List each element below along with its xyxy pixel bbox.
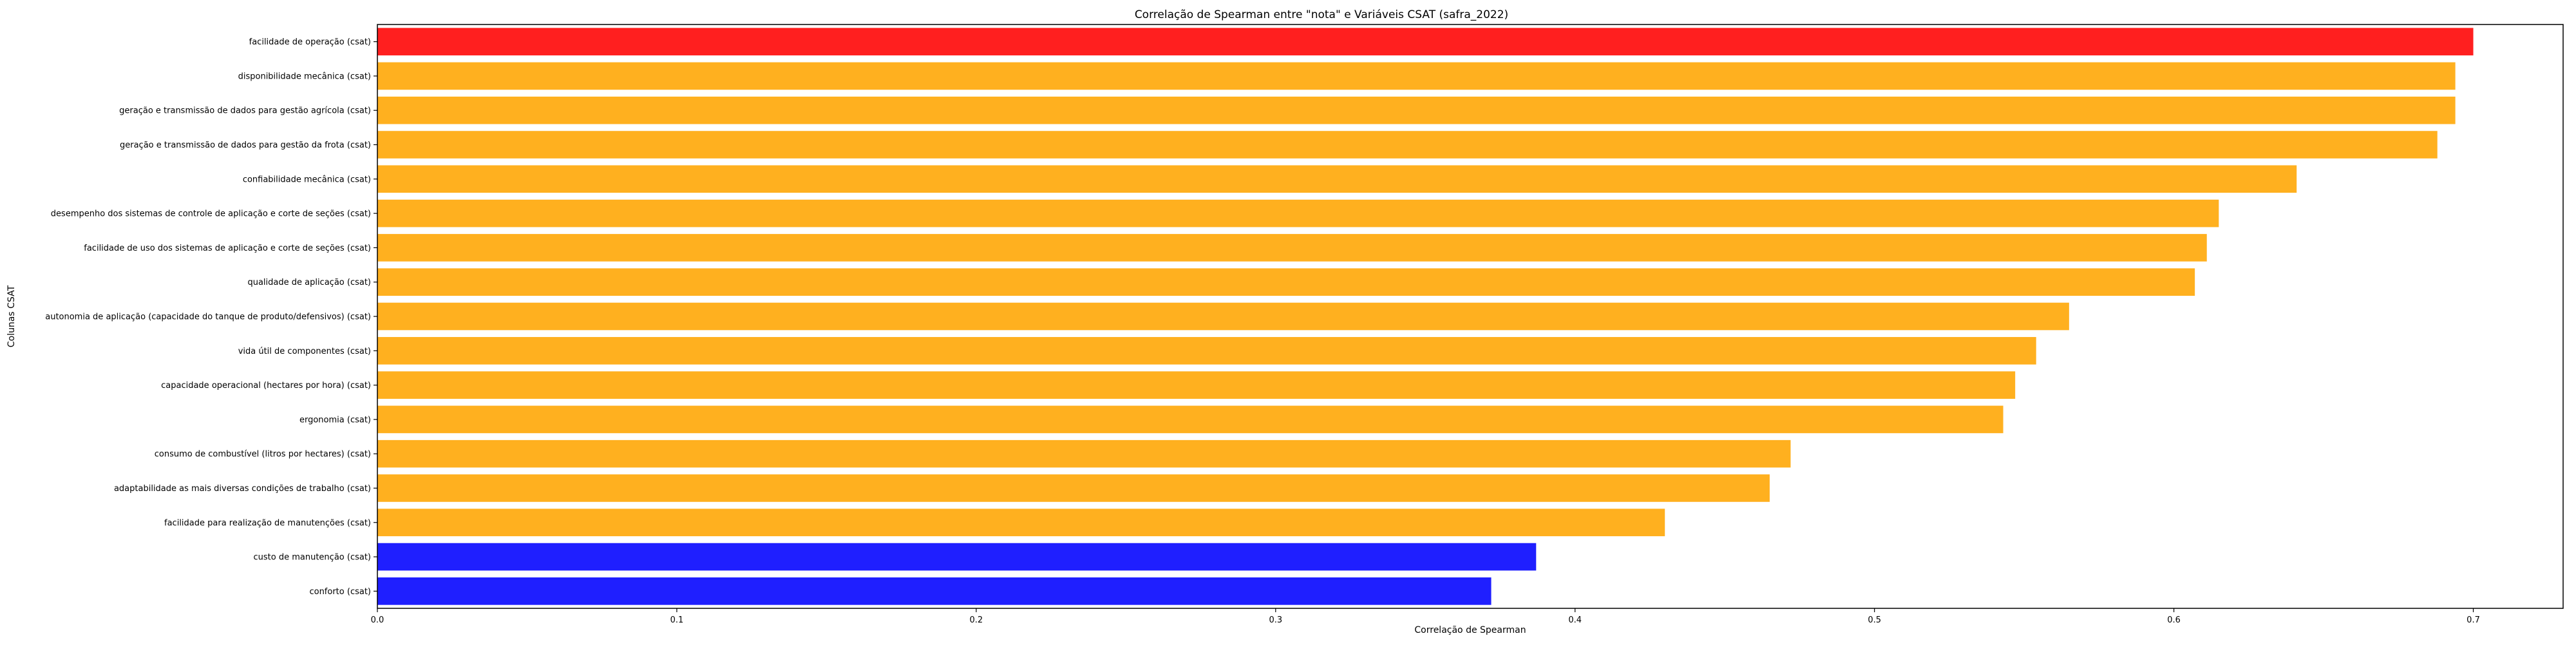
x-tick-label: 0.2 [970, 615, 983, 625]
bar [377, 268, 2195, 296]
bar [377, 234, 2207, 262]
y-tick-label: disponibilidade mecânica (csat) [238, 72, 371, 81]
y-tick-label: custo de manutenção (csat) [254, 553, 372, 563]
bar [377, 28, 2474, 55]
x-tick-label: 0.0 [371, 615, 384, 625]
y-tick-label: conforto (csat) [309, 587, 371, 597]
x-axis-ticks: 0.0 0.1 0.2 0.3 0.4 0.5 0.6 0.7 [371, 608, 2480, 625]
y-tick-label: autonomia de aplicação (capacidade do ta… [45, 313, 371, 322]
x-tick-label: 0.7 [2467, 615, 2480, 625]
bar [377, 302, 2069, 331]
bar [377, 131, 2438, 159]
bar [377, 62, 2456, 90]
y-tick-label: vida útil de componentes (csat) [238, 347, 371, 356]
bar [377, 543, 1537, 571]
bar [377, 577, 1492, 605]
y-tick-label: desempenho dos sistemas de controle de a… [51, 209, 371, 219]
y-tick-label: confiabilidade mecânica (csat) [243, 175, 371, 184]
x-axis-label: Correlação de Spearman [1414, 625, 1526, 635]
y-tick-label: geração e transmissão de dados para gest… [120, 140, 371, 150]
bar [377, 96, 2456, 124]
y-tick-label: facilidade para realização de manutençõe… [164, 518, 371, 528]
bars-layer [377, 28, 2474, 605]
y-axis-label: Colunas CSAT [6, 285, 17, 347]
bar [377, 199, 2219, 227]
bar [377, 405, 2003, 434]
chart-title: Correlação de Spearman entre "nota" e Va… [1135, 8, 1508, 21]
y-tick-label: facilidade de uso dos sistemas de aplica… [84, 244, 371, 253]
y-tick-label: ergonomia (csat) [299, 415, 371, 425]
y-tick-label: capacidade operacional (hectares por hor… [161, 381, 371, 391]
y-tick-label: adaptabilidade as mais diversas condiçõe… [114, 484, 371, 494]
bar [377, 439, 1791, 468]
y-tick-label: geração e transmissão de dados para gest… [119, 106, 371, 116]
x-tick-label: 0.5 [1868, 615, 1881, 625]
plot-frame [377, 24, 2564, 609]
bar [377, 336, 2036, 365]
x-tick-label: 0.4 [1568, 615, 1582, 625]
y-tick-label: consumo de combustível (litros por hecta… [155, 450, 371, 459]
x-tick-label: 0.3 [1269, 615, 1282, 625]
x-tick-label: 0.6 [2167, 615, 2181, 625]
y-tick-label: qualidade de aplicação (csat) [247, 278, 371, 287]
bar [377, 474, 1770, 502]
x-tick-label: 0.1 [670, 615, 684, 625]
y-tick-label: facilidade de operação (csat) [249, 37, 371, 47]
bar [377, 508, 1665, 537]
bar [377, 371, 2016, 399]
bar [377, 165, 2297, 193]
y-axis-ticks: facilidade de operação (csat) disponibili… [45, 37, 377, 597]
